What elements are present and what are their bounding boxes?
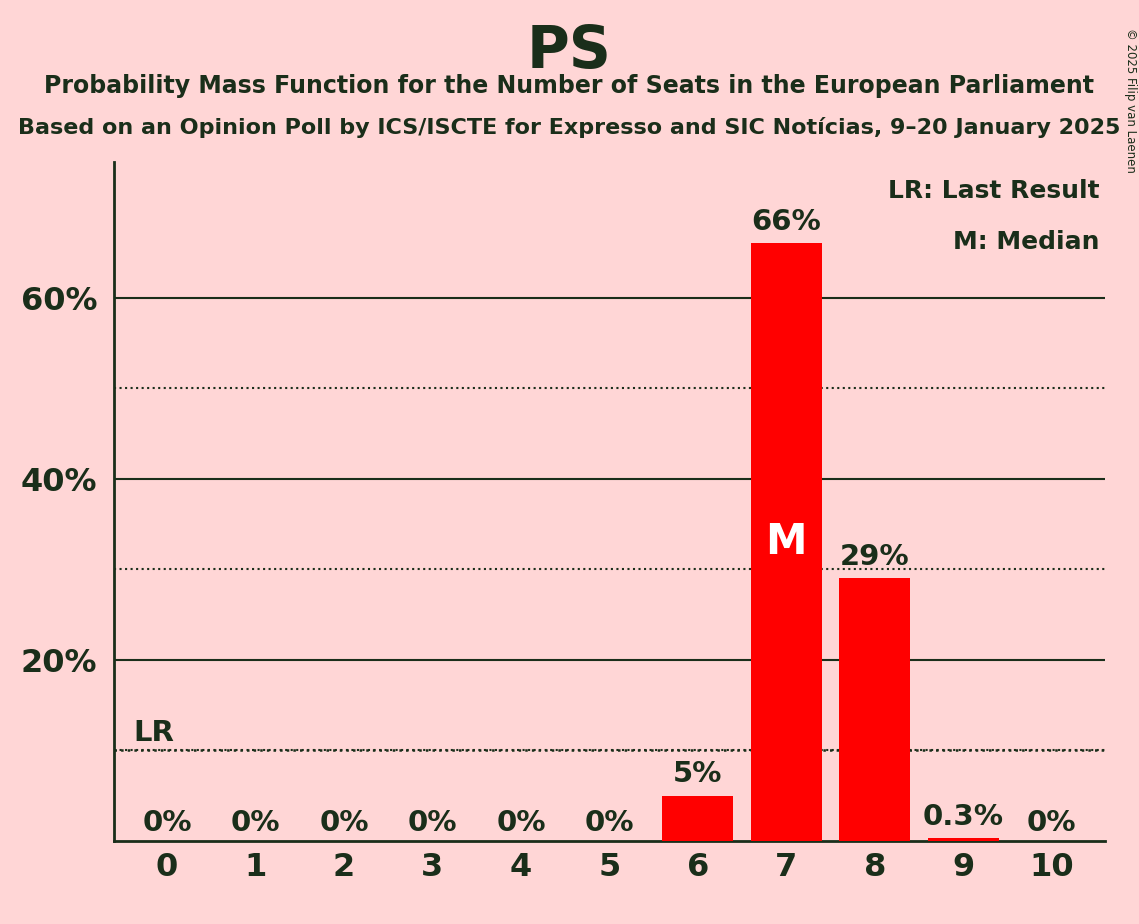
Text: 0%: 0% (142, 809, 191, 837)
Text: 5%: 5% (673, 760, 722, 788)
Text: LR: LR (133, 719, 174, 747)
Text: 0%: 0% (497, 809, 546, 837)
Text: © 2025 Filip van Laenen: © 2025 Filip van Laenen (1124, 28, 1137, 173)
Text: 0%: 0% (231, 809, 280, 837)
Text: Probability Mass Function for the Number of Seats in the European Parliament: Probability Mass Function for the Number… (44, 74, 1095, 98)
Bar (928, 838, 999, 841)
Text: 0.3%: 0.3% (923, 803, 1003, 831)
Text: 66%: 66% (752, 208, 821, 236)
Text: M: Median: M: Median (953, 230, 1100, 253)
Text: Based on an Opinion Poll by ICS/ISCTE for Expresso and SIC Notícias, 9–20 Januar: Based on an Opinion Poll by ICS/ISCTE fo… (18, 117, 1121, 139)
Text: 0%: 0% (408, 809, 457, 837)
Text: LR: Last Result: LR: Last Result (888, 178, 1100, 202)
Text: 0%: 0% (1027, 809, 1076, 837)
Bar (751, 243, 821, 841)
Text: PS: PS (527, 23, 612, 80)
Bar (839, 578, 910, 841)
Text: 0%: 0% (319, 809, 369, 837)
Text: 0%: 0% (584, 809, 634, 837)
Bar (663, 796, 734, 841)
Text: M: M (765, 521, 808, 563)
Text: 29%: 29% (839, 543, 910, 571)
